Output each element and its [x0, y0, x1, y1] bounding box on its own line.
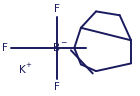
Text: F: F — [2, 43, 8, 53]
Text: F: F — [54, 82, 60, 92]
Text: −: − — [60, 38, 66, 47]
Text: F: F — [54, 4, 60, 14]
Text: B: B — [53, 43, 60, 53]
Text: +: + — [26, 62, 32, 68]
Text: K: K — [19, 65, 25, 75]
